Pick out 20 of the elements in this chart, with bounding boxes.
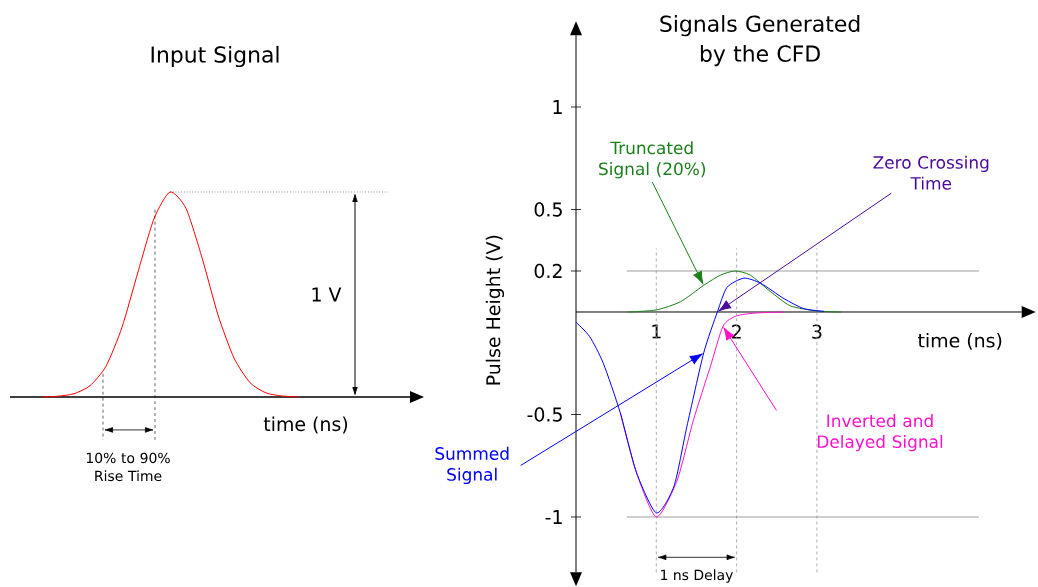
y-tick-label: 0.5	[534, 202, 562, 217]
text: Inverted and Delayed Signal	[817, 414, 943, 452]
y-tick-label: -0.5	[527, 407, 562, 422]
x-tick-label: 2	[731, 324, 741, 339]
x-tick-label: 1	[652, 324, 661, 339]
annotation: 1 ns Delay	[661, 569, 733, 583]
text: Truncated Signal (20%)	[599, 141, 706, 179]
annotation: 1 V	[312, 287, 342, 302]
x-tick-label: 3	[812, 324, 822, 339]
annotation: Zero Crossing Time	[873, 155, 989, 190]
y-axis-title: Pulse Height (V)	[485, 235, 505, 385]
y-tick-label: -1	[545, 510, 562, 524]
chart-title: Input Signal	[151, 45, 279, 68]
y-tick-label: 0.2	[534, 263, 562, 279]
chart-title: Signals Generated by the CFD	[660, 15, 860, 67]
x-axis-title: time (ns)	[263, 416, 348, 434]
text: Summed Signal	[435, 446, 509, 485]
x-axis-title: time (ns)	[918, 332, 1002, 350]
text: 10% to 90% Rise Time	[86, 452, 170, 482]
y-tick-label: 1	[553, 100, 562, 114]
